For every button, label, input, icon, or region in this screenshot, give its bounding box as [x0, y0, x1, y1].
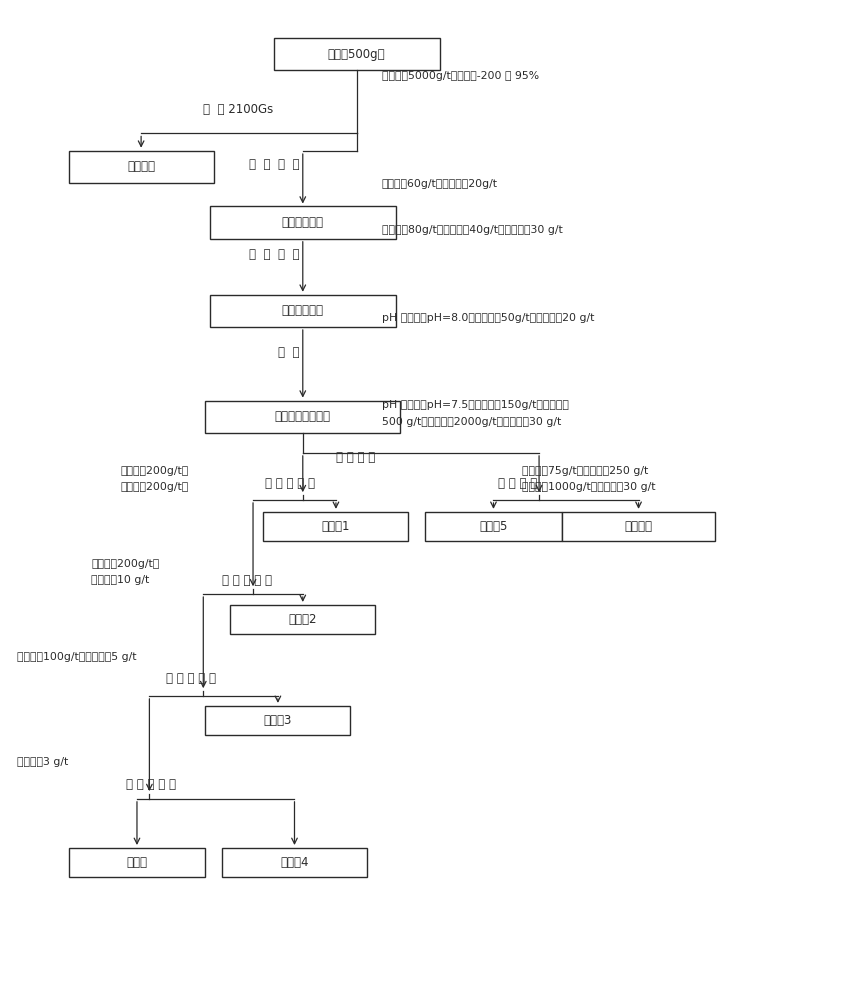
- Text: 活化剂：80g/t；捕收剂：40g/t；起泡剂：30 g/t: 活化剂：80g/t；捕收剂：40g/t；起泡剂：30 g/t: [382, 225, 563, 235]
- Text: 锡 石 精 选 四: 锡 石 精 选 四: [126, 778, 176, 791]
- Bar: [69, 151, 214, 183]
- Text: 含硫尾矿（丢弃）: 含硫尾矿（丢弃）: [275, 410, 331, 423]
- Text: 抑制剂：100g/t；起泡剂：5 g/t: 抑制剂：100g/t；起泡剂：5 g/t: [17, 652, 136, 662]
- Text: 磁  选 2100Gs: 磁 选 2100Gs: [203, 103, 273, 116]
- Text: 锡中矿3: 锡中矿3: [264, 714, 292, 727]
- Text: 起泡剂：3 g/t: 起泡剂：3 g/t: [17, 757, 68, 767]
- Text: 锡石尾矿: 锡石尾矿: [624, 520, 652, 533]
- Text: 活化剂：75g/t；抑制剂：250 g/t: 活化剂：75g/t；抑制剂：250 g/t: [523, 466, 649, 476]
- Text: 锡 石 精 选 三: 锡 石 精 选 三: [166, 672, 216, 685]
- Bar: [210, 206, 396, 239]
- Text: 锡精矿: 锡精矿: [126, 856, 147, 869]
- Bar: [69, 848, 206, 877]
- Text: 捕收剂：200g/t；: 捕收剂：200g/t；: [120, 482, 189, 492]
- Text: 脱  硫  粗  选: 脱 硫 粗 选: [249, 158, 299, 171]
- Bar: [230, 605, 376, 634]
- Text: 原矿（500g）: 原矿（500g）: [328, 48, 386, 61]
- Text: 锡中矿2: 锡中矿2: [288, 613, 317, 626]
- Bar: [562, 512, 715, 541]
- Bar: [425, 512, 562, 541]
- Text: 除  硫: 除 硫: [277, 347, 299, 360]
- Text: 锡中矿5: 锡中矿5: [480, 520, 508, 533]
- Bar: [206, 706, 350, 735]
- Bar: [206, 401, 400, 433]
- Text: 锡 石 扫 选: 锡 石 扫 选: [497, 477, 537, 490]
- Text: 锡中矿1: 锡中矿1: [321, 520, 350, 533]
- Text: 抑制剂：200g/t；: 抑制剂：200g/t；: [91, 559, 160, 569]
- Bar: [210, 295, 396, 327]
- Text: pH 调整剂：pH=8.0；捕收剂：50g/t；起泡剂：20 g/t: pH 调整剂：pH=8.0；捕收剂：50g/t；起泡剂：20 g/t: [382, 313, 594, 323]
- Text: 碳酸钠：5000g/t；磨矿：-200 目 95%: 碳酸钠：5000g/t；磨矿：-200 目 95%: [382, 71, 539, 81]
- Text: pH 调整剂：pH=7.5；活化剂：150g/t；抑制剂：: pH 调整剂：pH=7.5；活化剂：150g/t；抑制剂：: [382, 400, 569, 410]
- Text: 含硫粗选精矿: 含硫粗选精矿: [282, 216, 324, 229]
- Text: 捕收剂：1000g/t；起泡剂：30 g/t: 捕收剂：1000g/t；起泡剂：30 g/t: [523, 482, 656, 492]
- Text: 起泡剂：10 g/t: 起泡剂：10 g/t: [91, 575, 150, 585]
- Text: 铁粗精矿: 铁粗精矿: [127, 160, 155, 173]
- Text: 锡 石 精 选 二: 锡 石 精 选 二: [222, 574, 272, 587]
- Bar: [263, 512, 409, 541]
- Text: 含硫扫选精矿: 含硫扫选精矿: [282, 304, 324, 317]
- Text: 锡 石 精 选 一: 锡 石 精 选 一: [266, 477, 316, 490]
- Text: 脱  硫  扫  选: 脱 硫 扫 选: [249, 248, 299, 261]
- Text: 500 g/t；捕收剂：2000g/t；起泡剂：30 g/t: 500 g/t；捕收剂：2000g/t；起泡剂：30 g/t: [382, 417, 561, 427]
- Bar: [222, 848, 367, 877]
- Text: 抑制剂：200g/t；: 抑制剂：200g/t；: [120, 466, 189, 476]
- Bar: [274, 38, 440, 70]
- Text: 锡 石 粗 选: 锡 石 粗 选: [336, 451, 375, 464]
- Text: 捕收剂：60g/t；起泡剂：20g/t: 捕收剂：60g/t；起泡剂：20g/t: [382, 179, 497, 189]
- Text: 锡中矿4: 锡中矿4: [280, 856, 309, 869]
